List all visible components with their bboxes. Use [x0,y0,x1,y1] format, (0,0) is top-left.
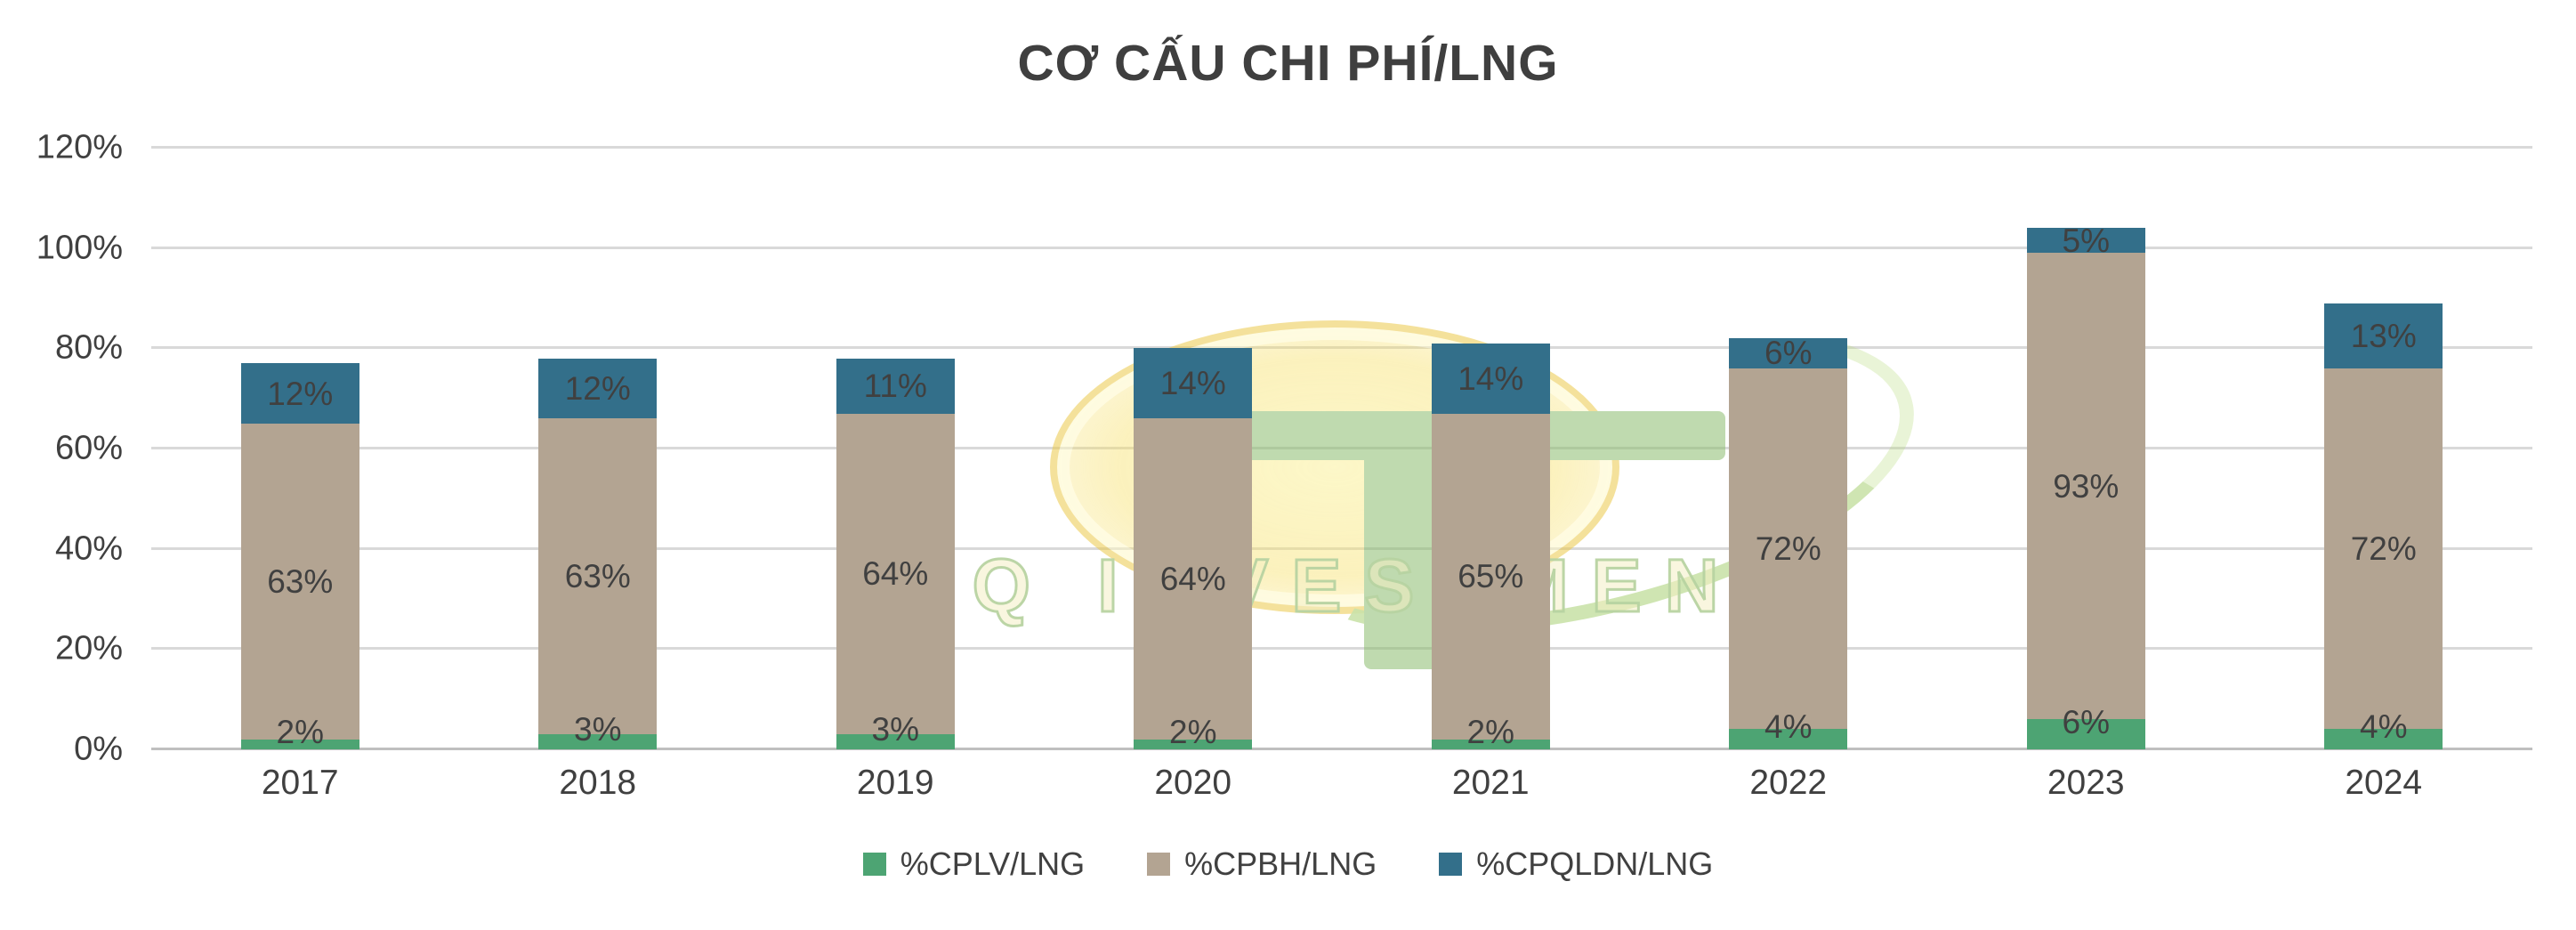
gridline-0 [151,748,2532,750]
bar-segment-2021-%CPLV/LNG: 2% [1431,716,1550,749]
bar-segment-2022-%CPLV/LNG: 4% [1729,710,1848,749]
bar-segment-2017-%CPQLDN/LNG: 12% [240,363,359,424]
y-tick-label-100: 100% [36,229,123,267]
bar-value-label: 4% [1764,708,1813,746]
bar-segment-2023-%CPBH/LNG: 93% [2026,253,2145,720]
x-tick-2022: 2022 [1749,764,1828,802]
bar-segment-2021-%CPBH/LNG: 65% [1431,413,1550,740]
plot-area: TQ INVESTMENT 2% 63% 12% 3% 63% 12% 3% 64% 11% 2%… [151,146,2532,750]
x-tick-2020: 2020 [1154,764,1232,802]
bar-stack-2020: 2% 64% 14% [1134,148,1253,749]
bar-segment-2017-%CPLV/LNG: 2% [240,716,359,749]
bar-segment-2020-%CPLV/LNG: 2% [1134,716,1253,749]
gridline-100 [151,246,2532,249]
bar-value-label: 11% [863,368,927,405]
bar-segment-2022-%CPQLDN/LNG: 6% [1729,335,1848,372]
bar-stack-2021: 2% 65% 14% [1431,148,1550,749]
bar-column-2019: 3% 64% 11% [747,148,1045,749]
bar-stack-2019: 3% 64% 11% [836,148,955,749]
bar-segment-2021-%CPQLDN/LNG: 14% [1431,343,1550,414]
bar-value-label: 5% [2062,222,2110,259]
y-tick-label-20: 20% [54,629,123,667]
bars-row: 2% 63% 12% 3% 63% 12% 3% 64% 11% 2% 64% 14% 2% 65% 14%… [151,148,2532,749]
bar-value-label: 65% [1458,558,1524,595]
bar-value-label: 63% [267,562,334,600]
bar-value-label: 14% [1458,360,1524,397]
bar-stack-2024: 4% 72% 13% [2324,148,2443,749]
bar-stack-2023: 6% 93% 5% [2026,148,2145,749]
bar-value-label: 72% [1755,530,1821,568]
bar-segment-2020-%CPBH/LNG: 64% [1134,418,1253,740]
x-tick-2024: 2024 [2345,764,2423,802]
bar-value-label: 6% [1764,335,1813,372]
bar-stack-2018: 3% 63% 12% [538,148,658,749]
bar-value-label: 2% [276,713,324,750]
bar-value-label: 6% [2062,703,2110,740]
bar-value-label: 3% [574,711,622,748]
bar-value-label: 3% [871,711,919,748]
bar-value-label: 13% [2350,317,2417,354]
gridline-20 [151,647,2532,651]
legend: %CPLV/LNG %CPBH/LNG %CPQLDN/LNG [0,845,2576,883]
legend-swatch [1147,853,1171,876]
bar-value-label: 14% [1159,365,1226,402]
gridline-120 [151,146,2532,149]
bar-value-label: 2% [1169,713,1217,750]
bar-segment-2022-%CPBH/LNG: 72% [1729,368,1848,730]
x-tick-2021: 2021 [1451,764,1530,802]
x-tick-2023: 2023 [2047,764,2125,802]
bar-column-2024: 4% 72% 13% [2235,148,2533,749]
legend-item-%CPBH/LNG: %CPBH/LNG [1147,845,1377,883]
y-tick-label-80: 80% [54,328,123,367]
bar-column-2017: 2% 63% 12% [151,148,449,749]
bar-value-label: 12% [564,369,631,407]
y-axis: 0% 20% 40% 60% 80% 100% 120% [0,129,133,768]
bar-stack-2022: 4% 72% 6% [1729,148,1848,749]
bar-value-label: 72% [2350,530,2417,568]
bar-value-label: 2% [1466,713,1514,750]
bar-segment-2024-%CPQLDN/LNG: 13% [2324,303,2443,368]
x-axis: 2017 2018 2019 2020 2021 2022 2023 2024 [151,764,2532,803]
bar-segment-2018-%CPBH/LNG: 63% [538,418,658,735]
bar-column-2020: 2% 64% 14% [1045,148,1343,749]
bar-segment-2018-%CPQLDN/LNG: 12% [538,358,658,419]
bar-value-label: 4% [2360,708,2408,746]
bar-value-label: 64% [1159,560,1226,597]
bar-value-label: 63% [564,558,631,595]
bar-column-2021: 2% 65% 14% [1342,148,1640,749]
bar-value-label: 93% [2053,467,2120,505]
bar-segment-2023-%CPLV/LNG: 6% [2026,706,2145,749]
bar-column-2022: 4% 72% 6% [1640,148,1938,749]
bar-segment-2019-%CPQLDN/LNG: 11% [836,358,955,414]
y-tick-label-60: 60% [54,429,123,467]
bar-value-label: 12% [267,375,334,412]
y-tick-label-40: 40% [54,530,123,568]
y-tick-label-120: 120% [36,128,123,166]
bar-segment-2018-%CPLV/LNG: 3% [538,713,658,749]
bar-segment-2023-%CPQLDN/LNG: 5% [2026,224,2145,257]
legend-item-%CPQLDN/LNG: %CPQLDN/LNG [1439,845,1713,883]
legend-item-%CPLV/LNG: %CPLV/LNG [862,845,1086,883]
bar-segment-2024-%CPBH/LNG: 72% [2324,368,2443,730]
x-tick-2019: 2019 [856,764,934,802]
legend-label: %CPBH/LNG [1184,845,1377,882]
x-tick-2017: 2017 [261,764,339,802]
bar-segment-2019-%CPBH/LNG: 64% [836,413,955,735]
legend-swatch [862,853,886,876]
bar-column-2023: 6% 93% 5% [1937,148,2235,749]
bar-segment-2024-%CPLV/LNG: 4% [2324,710,2443,749]
x-tick-2018: 2018 [559,764,637,802]
bar-value-label: 64% [862,555,929,593]
chart-title: CƠ CẤU CHI PHÍ/LNG [1017,35,1559,92]
legend-label: %CPLV/LNG [900,845,1086,882]
bar-segment-2017-%CPBH/LNG: 63% [240,423,359,740]
bar-stack-2017: 2% 63% 12% [240,148,359,749]
legend-label: %CPQLDN/LNG [1476,845,1714,882]
bar-column-2018: 3% 63% 12% [449,148,747,749]
bar-segment-2019-%CPLV/LNG: 3% [836,713,955,749]
legend-swatch [1439,853,1463,876]
y-tick-label-0: 0% [74,730,123,768]
bar-segment-2020-%CPQLDN/LNG: 14% [1134,348,1253,419]
